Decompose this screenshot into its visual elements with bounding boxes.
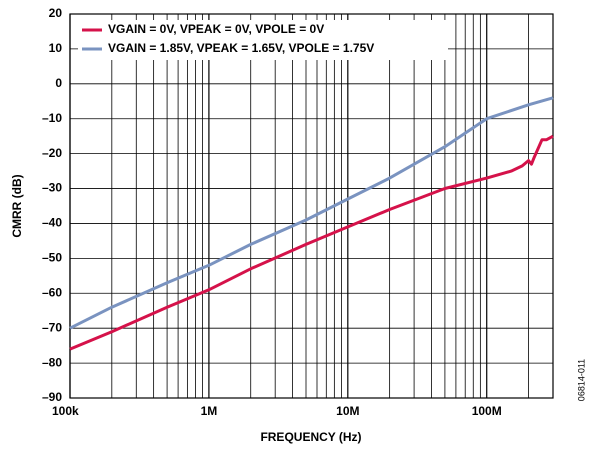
y-axis-label: CMRR (dB) <box>10 174 24 237</box>
legend-label: VGAIN = 0V, VPEAK = 0V, VPOLE = 0V <box>108 22 324 36</box>
y-tick-label: –20 <box>42 146 62 160</box>
series-line <box>69 96 554 330</box>
y-tick-label: –10 <box>42 111 62 125</box>
y-tick-label: –40 <box>42 216 62 230</box>
y-tick-label: 0 <box>55 76 62 90</box>
y-tick-label: –80 <box>42 355 62 369</box>
x-tick-label: 100k <box>52 404 79 418</box>
y-tick-label: –50 <box>42 251 62 265</box>
x-tick-label: 100M <box>472 404 502 418</box>
y-tick-label: 10 <box>49 41 63 55</box>
y-tick-label: –70 <box>42 320 62 334</box>
y-tick-label: –30 <box>42 181 62 195</box>
figure-code: 06814-011 <box>576 359 586 401</box>
series-line <box>69 134 554 351</box>
x-tick-label: 1M <box>201 404 218 418</box>
y-tick-label: –60 <box>42 285 62 299</box>
y-tick-label: 20 <box>49 6 63 20</box>
plot-frame <box>69 13 554 399</box>
y-tick-label: –90 <box>42 390 62 404</box>
legend-box <box>78 20 448 60</box>
x-tick-label: 10M <box>336 404 359 418</box>
x-axis-label: FREQUENCY (Hz) <box>260 430 361 444</box>
legend-label: VGAIN = 1.85V, VPEAK = 1.65V, VPOLE = 1.… <box>108 41 374 55</box>
